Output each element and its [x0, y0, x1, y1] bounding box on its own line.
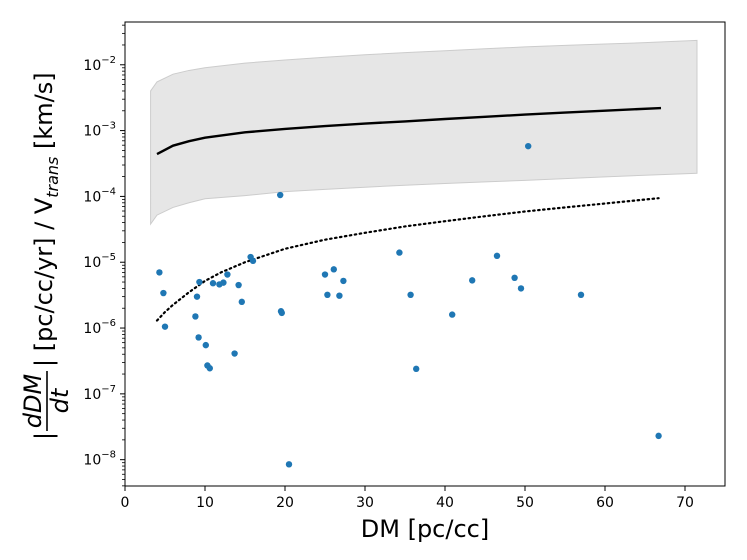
x-tick-label: 10 [196, 495, 214, 511]
x-tick-label: 0 [121, 495, 130, 511]
data-point [340, 277, 347, 285]
x-tick-label: 70 [676, 495, 694, 511]
data-point [285, 461, 293, 468]
line-model [156, 106, 662, 156]
y-label-denominator: dt [46, 387, 74, 413]
data-point [235, 281, 242, 289]
svg-text:| [pc/cc/yr] / Vtrans [km/s]: | [pc/cc/yr] / Vtrans [km/s] [30, 72, 62, 367]
band-layer [150, 39, 698, 226]
plot-frame [124, 21, 726, 487]
y-tick-label: 10−3 [83, 121, 116, 140]
x-tick-label: 40 [436, 495, 454, 511]
data-point [449, 311, 456, 318]
x-tick-label: 30 [356, 495, 374, 511]
data-point [192, 313, 199, 320]
data-point [209, 280, 217, 287]
y-label-prefix: | [30, 432, 58, 440]
data-point [160, 289, 167, 297]
data-point [330, 266, 337, 273]
points-layer [156, 142, 662, 468]
data-point [517, 285, 525, 292]
y-label-subscript: trans [43, 157, 62, 198]
y-tick-label: 10−8 [83, 450, 116, 469]
data-point [249, 257, 257, 265]
x-axis-label: DM [pc/cc] [361, 515, 489, 543]
data-point [469, 277, 476, 284]
data-point [220, 279, 227, 286]
y-tick-label: 10−4 [83, 186, 116, 205]
data-point [161, 323, 169, 330]
data-point [324, 291, 331, 298]
data-point [525, 142, 532, 150]
band-model-band [150, 39, 698, 226]
data-point [336, 292, 343, 299]
data-point [413, 365, 420, 373]
y-tick-label: 10−5 [83, 252, 116, 271]
data-point [278, 309, 285, 317]
y-label-tail: [km/s] [30, 72, 58, 156]
x-tick-label: 20 [276, 495, 294, 511]
data-point [156, 269, 163, 276]
data-point [321, 271, 329, 278]
data-point [206, 365, 213, 372]
y-label-suffix: | [pc/cc/yr] / V [30, 197, 58, 367]
data-point [193, 293, 201, 300]
data-point [224, 271, 231, 278]
y-label-numerator: dDM [19, 373, 47, 428]
data-point [202, 341, 209, 349]
data-point [655, 432, 662, 440]
ticks-layer: 0 10 20 30 40 50 60 70 10−8 10−7 10−6 10−5 10−4 10−3 1… [83, 24, 694, 511]
data-point [238, 298, 245, 306]
line-limit [155, 197, 660, 322]
data-point [493, 252, 501, 260]
x-tick-label: 50 [516, 495, 534, 511]
lines-layer [155, 106, 662, 322]
data-point [577, 291, 585, 298]
x-tick-label: 60 [596, 495, 614, 511]
data-point [511, 274, 518, 281]
y-tick-label: 10−7 [83, 384, 116, 403]
data-point [196, 278, 203, 286]
data-point [407, 291, 414, 298]
y-tick-label: 10−2 [83, 55, 116, 74]
y-axis-label: | dDM dt | [pc/cc/yr] / Vtrans [km/s] [19, 72, 74, 440]
y-tick-label: 10−6 [83, 318, 116, 337]
data-point [396, 249, 403, 256]
data-point [195, 334, 202, 341]
data-point [231, 350, 238, 357]
data-point [277, 191, 284, 199]
